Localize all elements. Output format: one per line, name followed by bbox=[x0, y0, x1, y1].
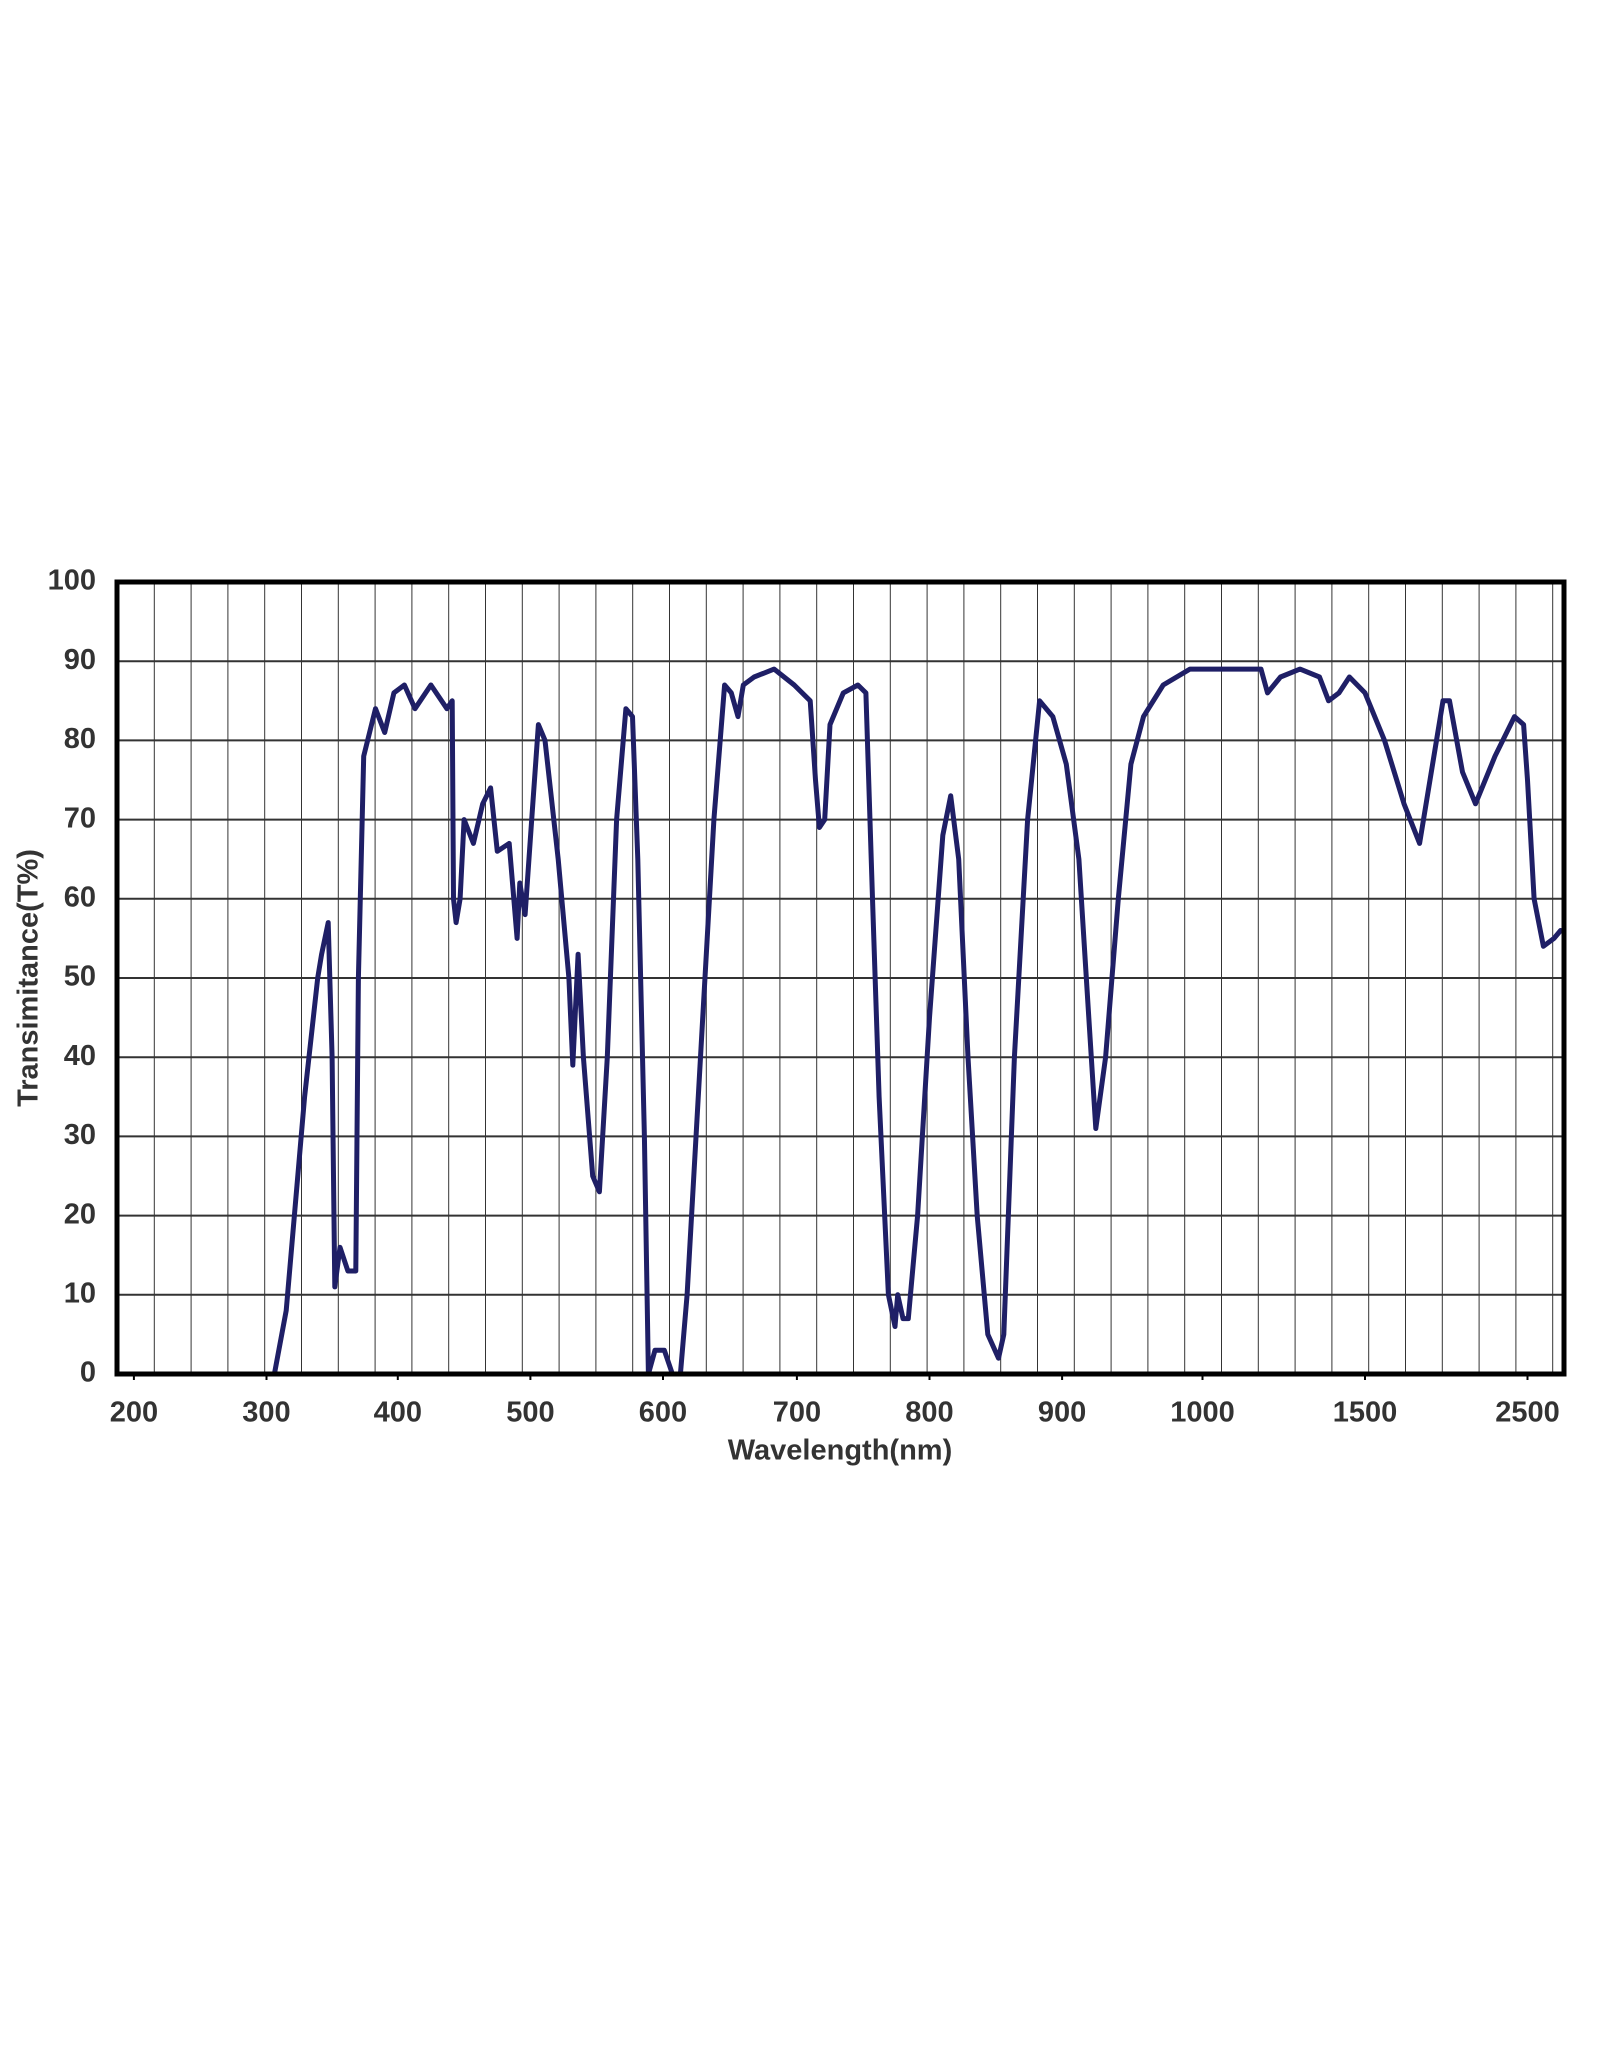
spectrum-line bbox=[271, 666, 1564, 1377]
x-tick-label: 900 bbox=[1038, 1397, 1086, 1429]
x-tick-label: 700 bbox=[773, 1397, 821, 1429]
y-tick-label: 90 bbox=[64, 644, 96, 676]
y-tick-label: 40 bbox=[64, 1040, 96, 1072]
x-tick-label: 400 bbox=[374, 1397, 422, 1429]
x-tick-label: 500 bbox=[506, 1397, 554, 1429]
y-tick-label: 50 bbox=[64, 961, 96, 993]
y-tick-label: 80 bbox=[64, 723, 96, 755]
x-tick-label: 2500 bbox=[1495, 1397, 1560, 1429]
y-tick-label: 0 bbox=[80, 1357, 96, 1389]
x-tick-label: 800 bbox=[905, 1397, 953, 1429]
y-axis-label: Transimitance(T%) bbox=[13, 849, 45, 1107]
y-tick-label: 10 bbox=[64, 1277, 96, 1309]
x-axis-label: Wavelength(nm) bbox=[728, 1435, 952, 1467]
y-tick-label: 30 bbox=[64, 1119, 96, 1151]
x-tick-label: 1500 bbox=[1333, 1397, 1398, 1429]
x-tick-label: 300 bbox=[242, 1397, 290, 1429]
y-tick-label: 20 bbox=[64, 1198, 96, 1230]
x-tick-label: 200 bbox=[110, 1397, 158, 1429]
y-tick-label: 70 bbox=[64, 802, 96, 834]
plot-frame bbox=[114, 579, 1567, 1377]
y-tick-label: 100 bbox=[48, 565, 96, 597]
y-tick-label: 60 bbox=[64, 881, 96, 913]
x-tick-label: 600 bbox=[639, 1397, 687, 1429]
x-tick-label: 1000 bbox=[1170, 1397, 1235, 1429]
